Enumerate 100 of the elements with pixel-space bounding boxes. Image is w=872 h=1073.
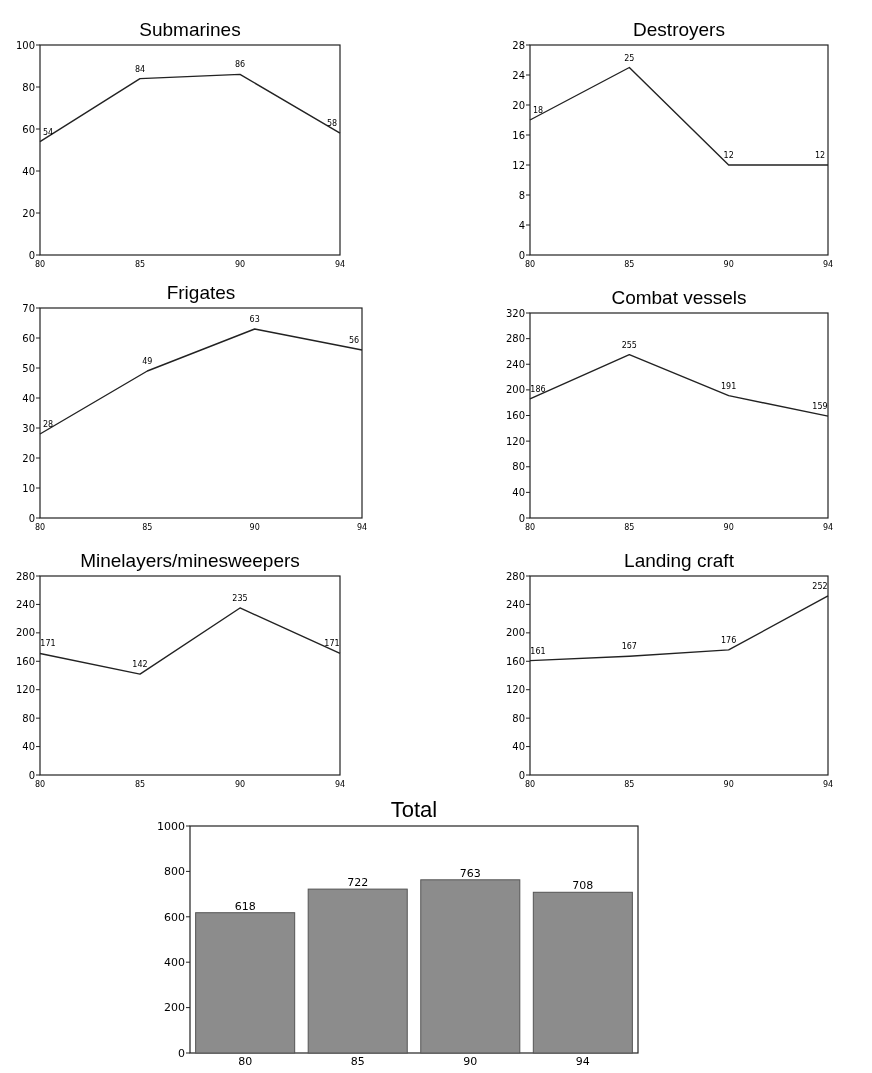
- y-tick-label: 120: [505, 435, 525, 447]
- x-tick-label: 90: [463, 1055, 478, 1068]
- y-tick-label: 280: [15, 570, 35, 582]
- data-label: 18: [532, 106, 544, 115]
- data-label: 63: [249, 315, 260, 324]
- y-tick-label: 40: [22, 741, 35, 753]
- x-tick-label: 85: [134, 780, 146, 789]
- y-tick-label: 0: [178, 1046, 185, 1060]
- data-label: 54: [42, 127, 54, 137]
- x-tick-label: 85: [624, 260, 635, 269]
- y-tick-label: 0: [28, 769, 35, 781]
- data-label: 176: [721, 635, 737, 645]
- y-tick-label: 20: [22, 452, 35, 464]
- x-tick-label: 90: [249, 523, 260, 532]
- x-tick-label: 80: [34, 260, 46, 269]
- y-tick-label: 240: [505, 598, 525, 610]
- y-tick-label: 200: [505, 627, 525, 639]
- data-label: 171: [40, 639, 56, 649]
- data-label: 25: [624, 53, 635, 63]
- y-tick-label: 0: [28, 249, 35, 261]
- data-label: 56: [348, 336, 360, 345]
- y-tick-label: 12: [512, 159, 525, 171]
- data-label: 84: [134, 64, 146, 74]
- y-tick-label: 10: [22, 482, 35, 494]
- data-label: 763: [459, 866, 481, 880]
- y-tick-label: 160: [15, 655, 35, 667]
- x-tick-label: 80: [524, 780, 536, 789]
- y-tick-label: 120: [15, 684, 35, 696]
- y-tick-label: 20: [512, 99, 525, 111]
- data-label: 252: [812, 581, 828, 591]
- y-tick-label: 40: [22, 392, 35, 404]
- y-tick-label: 30: [22, 422, 35, 434]
- y-tick-label: 80: [512, 712, 525, 724]
- chart-title: Total: [390, 797, 438, 822]
- bar: [532, 891, 633, 1054]
- bar: [420, 879, 521, 1054]
- chart-title: Minelayers/minesweepers: [80, 550, 300, 571]
- data-label: 58: [326, 119, 338, 129]
- y-tick-label: 70: [22, 302, 35, 314]
- x-tick-label: 80: [238, 1055, 253, 1068]
- data-label: 49: [142, 357, 153, 366]
- data-label: 708: [572, 879, 594, 893]
- chart-title: Combat vessels: [611, 287, 747, 308]
- y-tick-label: 400: [164, 956, 185, 970]
- y-tick-label: 200: [505, 384, 525, 396]
- data-label: 722: [347, 876, 369, 890]
- y-tick-label: 160: [505, 655, 525, 667]
- x-tick-label: 90: [723, 780, 734, 789]
- data-label: 12: [723, 151, 734, 160]
- y-tick-label: 320: [505, 307, 525, 319]
- y-tick-label: 80: [22, 81, 35, 93]
- x-tick-label: 94: [334, 780, 346, 789]
- bar: [195, 912, 296, 1054]
- y-tick-label: 200: [15, 627, 35, 639]
- x-tick-label: 80: [524, 260, 536, 269]
- y-tick-label: 600: [164, 910, 185, 924]
- y-tick-label: 0: [518, 769, 525, 781]
- x-tick-label: 90: [723, 523, 734, 532]
- y-tick-label: 0: [518, 249, 525, 261]
- y-tick-label: 40: [512, 741, 525, 753]
- x-tick-label: 85: [134, 260, 146, 269]
- x-tick-label: 80: [524, 523, 536, 532]
- x-tick-label: 85: [624, 523, 635, 532]
- chart-title: Submarines: [139, 19, 241, 40]
- x-tick-label: 94: [356, 523, 368, 532]
- y-tick-label: 280: [505, 333, 525, 345]
- y-tick-label: 800: [164, 865, 185, 879]
- x-tick-label: 80: [34, 780, 46, 789]
- x-tick-label: 85: [624, 780, 635, 789]
- chart-title: Destroyers: [633, 19, 725, 40]
- data-label: 191: [721, 381, 737, 391]
- x-tick-label: 90: [234, 260, 246, 269]
- y-tick-label: 100: [15, 39, 35, 51]
- x-tick-label: 94: [822, 523, 834, 532]
- y-tick-label: 60: [22, 332, 35, 344]
- y-tick-label: 0: [518, 512, 525, 524]
- x-tick-label: 80: [34, 523, 46, 532]
- data-label: 159: [812, 402, 828, 412]
- chart-title: Landing craft: [624, 550, 735, 571]
- data-label: 167: [621, 642, 637, 652]
- y-tick-label: 280: [505, 570, 525, 582]
- x-tick-label: 85: [350, 1055, 365, 1068]
- x-tick-label: 94: [334, 260, 346, 269]
- data-label: 618: [234, 899, 256, 913]
- x-tick-label: 90: [234, 780, 246, 789]
- y-tick-label: 200: [164, 1001, 185, 1015]
- y-tick-label: 80: [22, 712, 35, 724]
- x-tick-label: 85: [142, 523, 153, 532]
- y-tick-label: 160: [505, 410, 525, 421]
- y-tick-label: 40: [512, 486, 525, 498]
- y-tick-label: 240: [505, 358, 525, 370]
- y-tick-label: 8: [518, 189, 525, 201]
- data-label: 12: [814, 151, 826, 160]
- y-tick-label: 80: [512, 461, 525, 473]
- data-label: 235: [232, 593, 248, 603]
- y-tick-label: 120: [505, 684, 525, 696]
- y-tick-label: 24: [512, 69, 525, 81]
- x-tick-label: 94: [575, 1055, 590, 1068]
- chart-title: Frigates: [166, 282, 236, 303]
- data-label: 171: [324, 639, 340, 649]
